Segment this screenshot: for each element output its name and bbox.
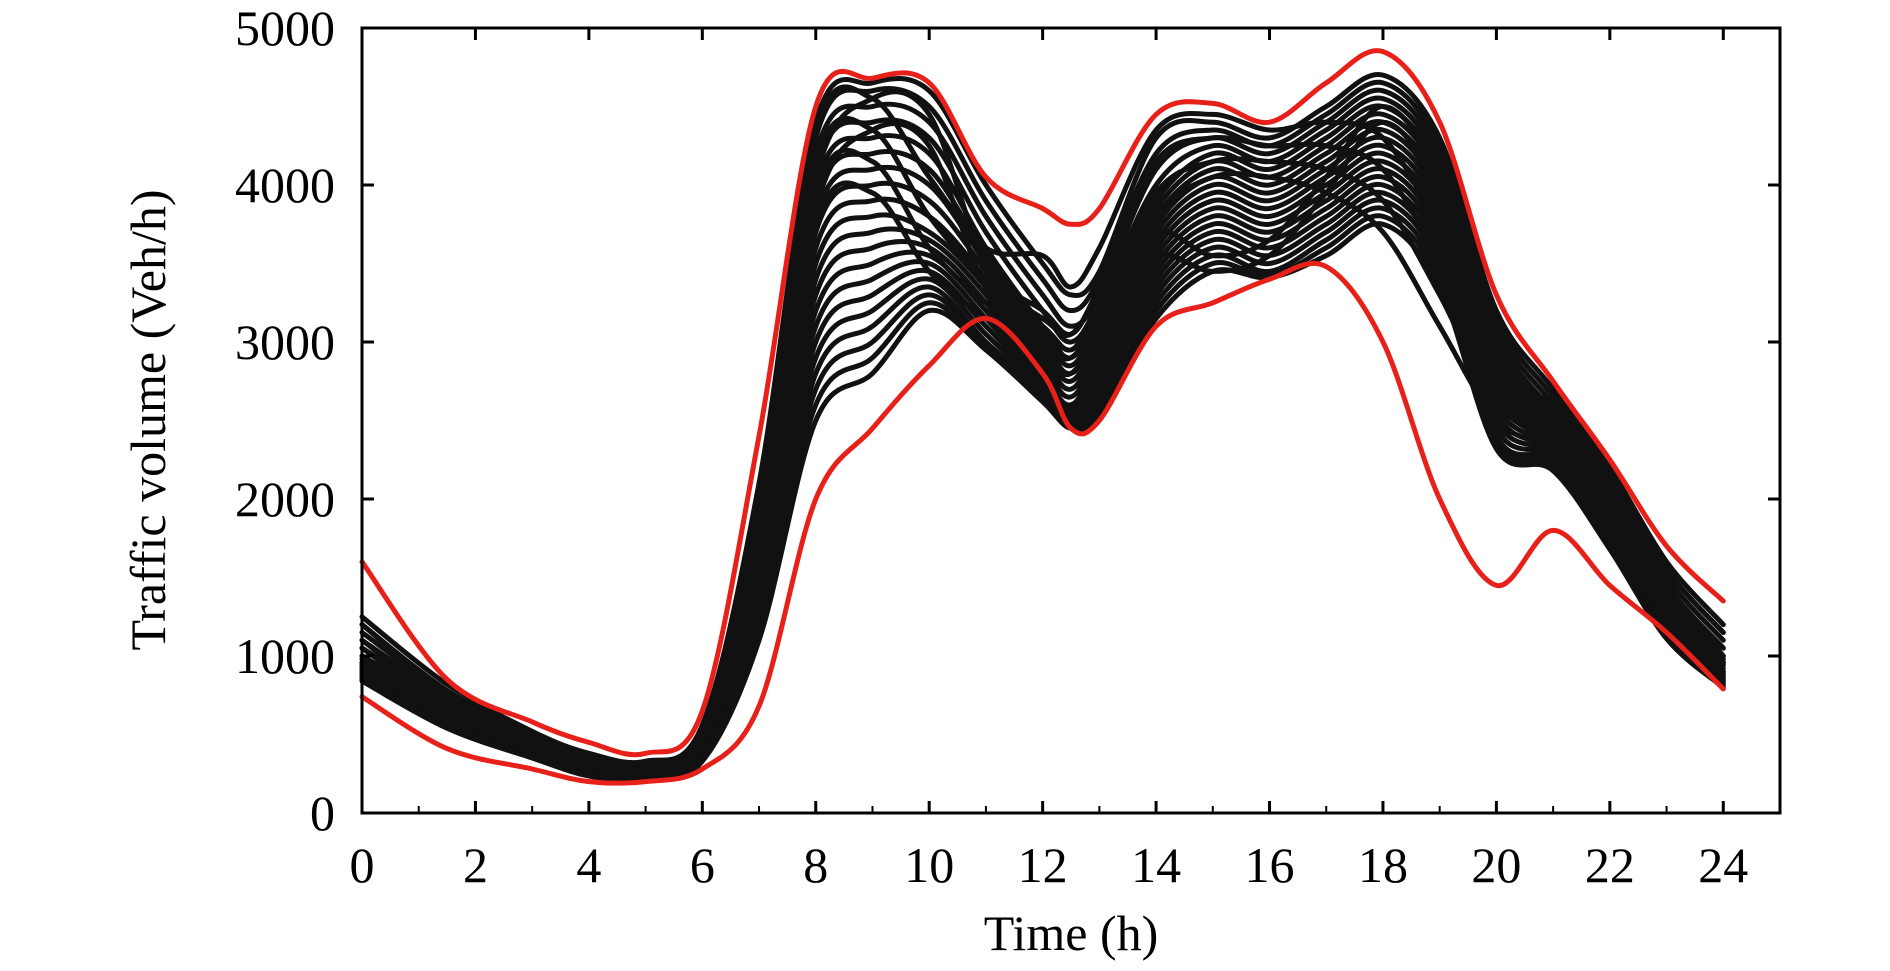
x-tick-label: 2 (463, 837, 488, 893)
x-axis-title: Time (h) (984, 905, 1159, 961)
envelope-line-lower (359, 260, 1726, 786)
series-line-8 (359, 126, 1726, 777)
x-tick-label: 0 (350, 837, 375, 893)
x-tick-label: 12 (1018, 837, 1068, 893)
y-tick-label: 1000 (235, 628, 335, 684)
x-tick-label: 6 (690, 837, 715, 893)
x-tick-label: 14 (1131, 837, 1181, 893)
plot-frame (360, 26, 1782, 815)
y-axis-title: Traffic volume (Veh/h) (120, 189, 176, 650)
y-tick-label: 0 (310, 785, 335, 841)
envelope-line-upper (359, 48, 1726, 758)
x-tick-label: 8 (803, 837, 828, 893)
series-line-21 (359, 84, 1726, 770)
y-tick-label: 3000 (235, 314, 335, 370)
x-tick-label: 16 (1245, 837, 1295, 893)
x-tick-label: 22 (1585, 837, 1635, 893)
series-line-15 (359, 181, 1726, 782)
y-tick-label: 5000 (235, 0, 335, 56)
envelope-layer (359, 48, 1726, 786)
series-line-19 (359, 213, 1726, 784)
series-line-17 (359, 197, 1726, 783)
y-tick-label: 4000 (235, 157, 335, 213)
series-layer (359, 71, 1726, 785)
x-tick-label: 10 (904, 837, 954, 893)
x-tick-label: 24 (1698, 837, 1748, 893)
x-tick-label: 18 (1358, 837, 1408, 893)
ticks-layer (360, 26, 1780, 815)
y-tick-label: 2000 (235, 471, 335, 527)
x-tick-label: 20 (1471, 837, 1521, 893)
tick-labels-layer: 0 2 4 6 8 10 12 14 16 18 20 22 240100020003000400050… (235, 0, 1748, 893)
x-tick-label: 4 (576, 837, 601, 893)
series-line-26 (359, 119, 1726, 776)
